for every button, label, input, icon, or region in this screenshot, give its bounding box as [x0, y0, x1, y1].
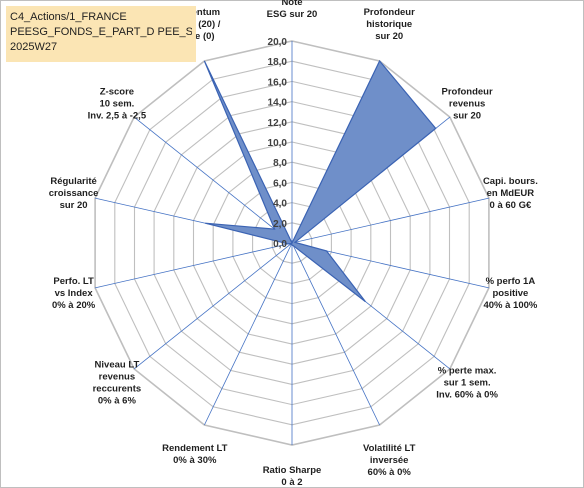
title-line-3: 2025W27	[10, 41, 58, 53]
axis-label: Perfo. LT vs Index 0% à 20%	[52, 276, 96, 311]
axis-spoke	[95, 242, 293, 289]
axis-label-line: en MdEUR	[487, 188, 535, 199]
axis-label-line: sur 1 sem.	[444, 378, 491, 389]
axis-label-line: % perte max.	[438, 366, 497, 377]
axis-label-line: 10 sem.	[99, 98, 134, 109]
axis-label-text: Z-score 10 sem. Inv. 2,5 à -2,5	[88, 86, 147, 121]
tick-label: 16,0	[268, 77, 288, 88]
tick-label: 4,0	[273, 199, 287, 210]
tick-label: 10,0	[268, 138, 288, 149]
axis-label: Niveau LT revenus reccurents 0% à 6%	[93, 360, 142, 407]
axis-label-text: Niveau LT revenus reccurents 0% à 6%	[93, 360, 142, 407]
axis-label-text: Capi. bours. en MdEUR 0 à 60 G€	[483, 176, 538, 211]
tick-label: 8,0	[273, 158, 287, 169]
axis-label: % perte max. sur 1 sem. Inv. 60% à 0%	[436, 366, 498, 401]
radial-ticks: 0,0 2,0 4,0 6,0 8,0 10,0 12,0 14,0 16,0 18,0 20,0	[268, 37, 288, 250]
axis-label-text: Note ESG sur 20	[267, 0, 318, 20]
axis-label-line: % perfo 1A	[486, 276, 536, 287]
axis-label-line: Ratio Sharpe	[263, 465, 322, 476]
axis-label: Régularité croissance sur 20	[49, 176, 99, 211]
axis-label-line: sur 20	[375, 31, 403, 42]
tick-label: 6,0	[273, 178, 287, 189]
axis-label-line: Volatilité LT	[363, 443, 416, 454]
axis-label-line: Inv. 60% à 0%	[436, 390, 498, 401]
axis-label-line: Z-score	[100, 86, 134, 97]
axis-label: % perfo 1A positive 40% à 100%	[483, 276, 537, 311]
axis-label-line: Niveau LT	[95, 360, 140, 371]
axis-label-text: Volatilité LT inversée 60% à 0%	[363, 443, 416, 478]
axis-label: Rendement LT 0% à 30%	[162, 443, 227, 466]
axis-label-line: historique	[366, 19, 412, 30]
axis-spoke	[291, 242, 380, 426]
axis-label-line: Capi. bours.	[483, 176, 538, 187]
axis-label-line: 0 à 2	[281, 477, 302, 488]
axis-label-line: 40% à 100%	[483, 300, 537, 311]
axis-spoke	[133, 116, 293, 244]
axis-label-line: reccurents	[93, 384, 142, 395]
axis-label-line: positive	[492, 288, 528, 299]
axis-label-line: inversée	[370, 455, 409, 466]
axis-label-text: Rendement LT 0% à 30%	[162, 443, 227, 466]
axis-label-text: Profondeur revenus sur 20	[441, 86, 492, 121]
axis-label-text: Ratio Sharpe 0 à 2	[263, 465, 322, 488]
axis-label: Capi. bours. en MdEUR 0 à 60 G€	[483, 176, 538, 211]
axis-label: Profondeur historique sur 20	[364, 7, 415, 42]
tick-label: 14,0	[268, 98, 288, 109]
axis-label-line: Régularité	[50, 176, 96, 187]
axis-label: Z-score 10 sem. Inv. 2,5 à -2,5	[88, 86, 147, 121]
chart-title-box: C4_Actions/1_FRANCE PEESG_FONDS_E_PART_D…	[6, 6, 196, 62]
axis-label-line: 0% à 30%	[173, 455, 217, 466]
axis-label: Ratio Sharpe 0 à 2	[263, 465, 322, 488]
axis-label-line: sur 20	[60, 200, 88, 211]
axis-label-line: Inv. 2,5 à -2,5	[88, 110, 147, 121]
tick-label: 20,0	[268, 37, 288, 48]
tick-label: 0,0	[273, 239, 287, 250]
axis-label-line: vs Index	[55, 288, 94, 299]
axis-label-line: Profondeur	[441, 86, 492, 97]
title-line-2: PEESG_FONDS_E_PART_D PEE_SG Dist	[10, 26, 192, 38]
axis-label: Profondeur revenus sur 20	[441, 86, 492, 121]
axis-label-line: croissance	[49, 188, 99, 199]
axis-label-line: 0% à 6%	[98, 396, 137, 407]
axis-label-line: Perfo. LT	[53, 276, 94, 287]
axis-label-text: % perfo 1A positive 40% à 100%	[483, 276, 537, 311]
tick-label: 12,0	[268, 118, 288, 129]
radar-series	[203, 59, 437, 303]
series-area	[203, 59, 437, 303]
axis-label: Note ESG sur 20	[267, 0, 318, 20]
axis-label-line: ESG sur 20	[267, 9, 318, 20]
axis-label-text: Perfo. LT vs Index 0% à 20%	[52, 276, 96, 311]
axis-label: Volatilité LT inversée 60% à 0%	[363, 443, 416, 478]
axis-label-line: 0% à 20%	[52, 300, 96, 311]
axis-label-line: Profondeur	[364, 7, 415, 18]
axis-label-line: 60% à 0%	[368, 467, 412, 478]
axis-label-text: Profondeur historique sur 20	[364, 7, 415, 42]
axis-label-line: Rendement LT	[162, 443, 227, 454]
axis-label-line: Note	[281, 0, 302, 8]
title-line-1: C4_Actions/1_FRANCE	[10, 11, 127, 23]
axis-label-text: % perte max. sur 1 sem. Inv. 60% à 0%	[436, 366, 498, 401]
tick-label: 2,0	[273, 219, 287, 230]
axis-label-line: 0 à 60 G€	[490, 200, 532, 211]
axis-label-line: revenus	[99, 372, 135, 383]
axis-label-line: revenus	[449, 98, 485, 109]
tick-label: 18,0	[268, 57, 288, 68]
axis-spoke	[291, 197, 489, 244]
axis-label-text: Régularité croissance sur 20	[49, 176, 99, 211]
axis-spoke	[133, 242, 293, 370]
axis-spoke	[204, 242, 293, 426]
axis-label-line: sur 20	[453, 110, 481, 121]
